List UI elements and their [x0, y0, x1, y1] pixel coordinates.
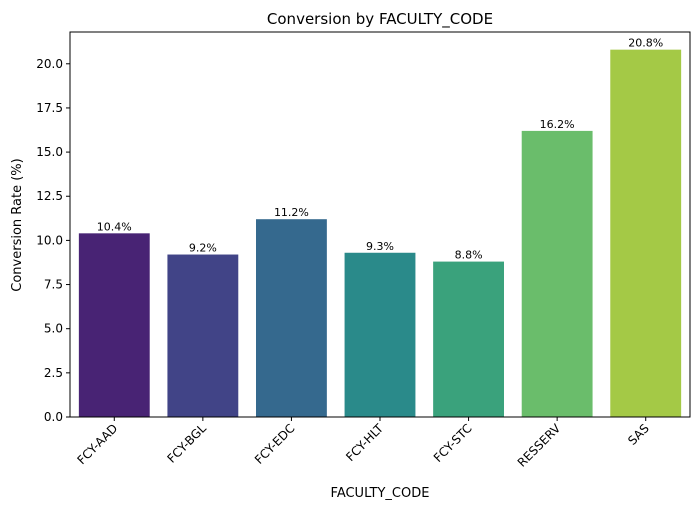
- data-label-fcy-hlt: 9.3%: [366, 240, 394, 253]
- y-tick-label: 5.0: [44, 322, 63, 336]
- x-axis-title: FACULTY_CODE: [331, 486, 430, 501]
- plot-frame: [69, 31, 691, 418]
- chart-title: Conversion by FACULTY_CODE: [267, 10, 493, 29]
- data-label-fcy-edc: 11.2%: [274, 206, 309, 219]
- y-axis: 0.0 2.5 5.0 7.5 10.0 12.5 15.0 17.5 20.0: [36, 57, 70, 424]
- x-tick-label-fcy-bgl: FCY-BGL: [165, 421, 210, 466]
- y-tick-label: 7.5: [44, 278, 63, 292]
- x-tick-label-sas: SAS: [625, 421, 652, 448]
- data-label-resserv: 16.2%: [540, 118, 575, 131]
- data-label-sas: 20.8%: [628, 37, 663, 50]
- x-tick-label-fcy-hlt: FCY-HLT: [343, 421, 386, 464]
- data-labels-group: 10.4% 9.2% 11.2% 9.3% 8.8% 16.2% 20.8%: [97, 37, 663, 262]
- y-tick-label: 2.5: [44, 366, 63, 380]
- x-tick-label-fcy-stc: FCY-STC: [431, 421, 475, 465]
- bar-resserv: [521, 130, 593, 417]
- data-label-fcy-aad: 10.4%: [97, 220, 132, 233]
- y-tick-label: 20.0: [36, 57, 63, 71]
- x-axis: FCY-AAD FCY-BGL FCY-EDC FCY-HLT FCY-STC RESSE…: [74, 417, 652, 470]
- data-label-fcy-bgl: 9.2%: [189, 242, 217, 255]
- y-tick-label: 17.5: [36, 101, 63, 115]
- bar-fcy-bgl: [167, 254, 239, 417]
- y-tick-label: 10.0: [36, 233, 63, 247]
- bar-fcy-hlt: [344, 252, 416, 417]
- bar-fcy-stc: [433, 261, 504, 417]
- bar-fcy-edc: [256, 219, 327, 417]
- y-tick-label: 12.5: [36, 189, 63, 203]
- y-tick-label: 0.0: [44, 410, 63, 424]
- y-axis-title: Conversion Rate (%): [10, 158, 25, 291]
- x-tick-label-fcy-edc: FCY-EDC: [252, 421, 298, 467]
- bar-fcy-aad: [78, 233, 150, 417]
- x-tick-label-fcy-aad: FCY-AAD: [74, 421, 120, 467]
- bars-group: [78, 49, 682, 417]
- x-tick-label-resserv: RESSERV: [515, 421, 564, 470]
- data-label-fcy-stc: 8.8%: [455, 249, 483, 262]
- bar-sas: [610, 49, 682, 417]
- y-tick-label: 15.0: [36, 145, 63, 159]
